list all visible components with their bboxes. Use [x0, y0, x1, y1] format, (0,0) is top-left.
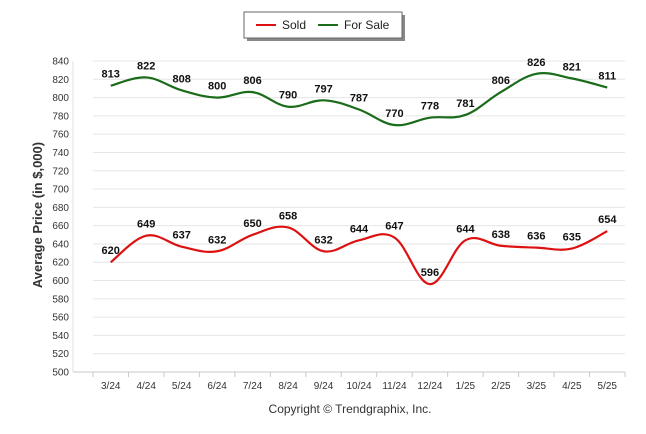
legend-label-sold[interactable]: Sold — [282, 18, 306, 32]
x-tick-label: 1/25 — [456, 381, 476, 392]
data-label-sold: 596 — [421, 267, 439, 279]
x-axis-ticks: 3/24 4/24 5/24 6/24 7/24 8/24 9/24 10/24 11/24 12… — [92, 372, 626, 392]
legend-label-for-sale[interactable]: For Sale — [344, 18, 390, 32]
y-tick-label: 740 — [52, 148, 69, 159]
y-tick-label: 820 — [52, 75, 69, 86]
copyright-text: Copyright © Trendgraphix, Inc. — [269, 402, 432, 416]
data-label-for-sale: 808 — [172, 73, 190, 85]
data-label-sold: 649 — [137, 219, 155, 231]
x-tick-label: 12/24 — [417, 381, 442, 392]
y-tick-label: 840 — [52, 57, 69, 68]
data-label-sold: 636 — [527, 231, 545, 243]
series-line-for-sale[interactable] — [110, 72, 608, 127]
y-tick-label: 760 — [52, 130, 69, 141]
data-label-for-sale: 787 — [350, 92, 368, 104]
data-label-sold: 644 — [456, 223, 475, 235]
x-tick-label: 4/24 — [136, 381, 156, 392]
y-tick-label: 580 — [52, 294, 69, 305]
y-tick-label: 720 — [52, 166, 69, 177]
x-tick-label: 10/24 — [346, 381, 371, 392]
y-tick-label: 780 — [52, 111, 69, 122]
data-label-sold: 632 — [314, 234, 332, 246]
y-tick-label: 640 — [52, 239, 69, 250]
y-tick-label: 540 — [52, 331, 69, 342]
data-label-sold: 638 — [492, 229, 510, 241]
data-label-for-sale: 826 — [527, 57, 545, 69]
grid-lines — [72, 60, 625, 373]
y-tick-label: 660 — [52, 221, 69, 232]
x-tick-label: 3/25 — [527, 381, 547, 392]
data-label-sold: 637 — [172, 230, 190, 242]
data-label-for-sale: 821 — [563, 61, 581, 73]
data-label-for-sale: 770 — [385, 108, 403, 120]
series-line-sold[interactable] — [110, 225, 608, 286]
data-label-sold: 650 — [243, 218, 261, 230]
data-labels: 620 649 637 632 650 658 632 644 647 596 644 638 636 6… — [102, 57, 618, 279]
data-label-sold: 632 — [208, 234, 226, 246]
data-label-sold: 658 — [279, 210, 297, 222]
data-label-for-sale: 813 — [102, 69, 120, 81]
data-label-for-sale: 806 — [492, 75, 510, 87]
y-axis-label: Average Price (in $,000) — [30, 142, 45, 288]
y-tick-label: 560 — [52, 313, 69, 324]
x-tick-label: 5/25 — [598, 381, 618, 392]
data-label-for-sale: 781 — [456, 98, 474, 110]
data-label-for-sale: 806 — [243, 75, 261, 87]
data-label-sold: 635 — [563, 232, 581, 244]
x-tick-label: 7/24 — [243, 381, 263, 392]
y-tick-label: 500 — [52, 368, 69, 379]
data-label-for-sale: 811 — [598, 71, 616, 83]
y-axis-ticks: 500 520 540 560 580 600 620 640 660 680 700 720 740 7… — [52, 57, 69, 379]
data-label-for-sale: 822 — [137, 60, 155, 72]
x-tick-label: 8/24 — [278, 381, 298, 392]
y-tick-label: 680 — [52, 203, 69, 214]
x-tick-label: 9/24 — [314, 381, 334, 392]
data-label-for-sale: 778 — [421, 101, 439, 113]
y-tick-label: 520 — [52, 349, 69, 360]
series-lines — [110, 72, 608, 286]
data-label-sold: 647 — [385, 221, 403, 233]
x-tick-label: 5/24 — [172, 381, 192, 392]
x-tick-label: 11/24 — [382, 381, 407, 392]
y-tick-label: 700 — [52, 185, 69, 196]
data-label-sold: 654 — [598, 214, 617, 226]
x-tick-label: 2/25 — [491, 381, 511, 392]
data-label-for-sale: 790 — [279, 90, 297, 102]
data-label-sold: 620 — [102, 245, 120, 257]
data-label-sold: 644 — [350, 223, 369, 235]
x-tick-label: 4/25 — [562, 381, 582, 392]
data-label-for-sale: 797 — [314, 83, 332, 95]
y-tick-label: 600 — [52, 276, 69, 287]
legend: Sold For Sale — [243, 11, 405, 41]
y-tick-label: 620 — [52, 258, 69, 269]
y-tick-label: 800 — [52, 93, 69, 104]
x-tick-label: 3/24 — [101, 381, 121, 392]
data-label-for-sale: 800 — [208, 81, 226, 93]
x-tick-label: 6/24 — [207, 381, 227, 392]
